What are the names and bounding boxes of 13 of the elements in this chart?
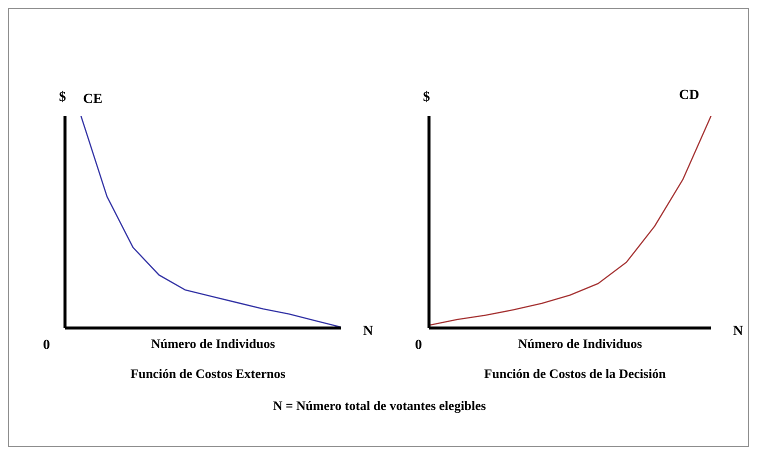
text: N = Número total de votantes elegibles — [272, 398, 487, 414]
text: Función de Costos de la Decisión — [483, 366, 667, 382]
text: N — [733, 324, 744, 340]
text: N — [363, 324, 374, 340]
text: 0 — [415, 338, 422, 354]
y-axis-title: $ — [423, 90, 430, 106]
text: Función de Costos Externos — [130, 366, 286, 382]
series-label: CD — [679, 88, 700, 104]
x-axis-title: Número de Individuos — [150, 336, 276, 352]
series-label: CE — [83, 92, 102, 108]
x-axis-title: Número de Individuos — [516, 336, 643, 352]
text: 0 — [43, 338, 50, 354]
y-axis-title: $ — [59, 90, 66, 106]
